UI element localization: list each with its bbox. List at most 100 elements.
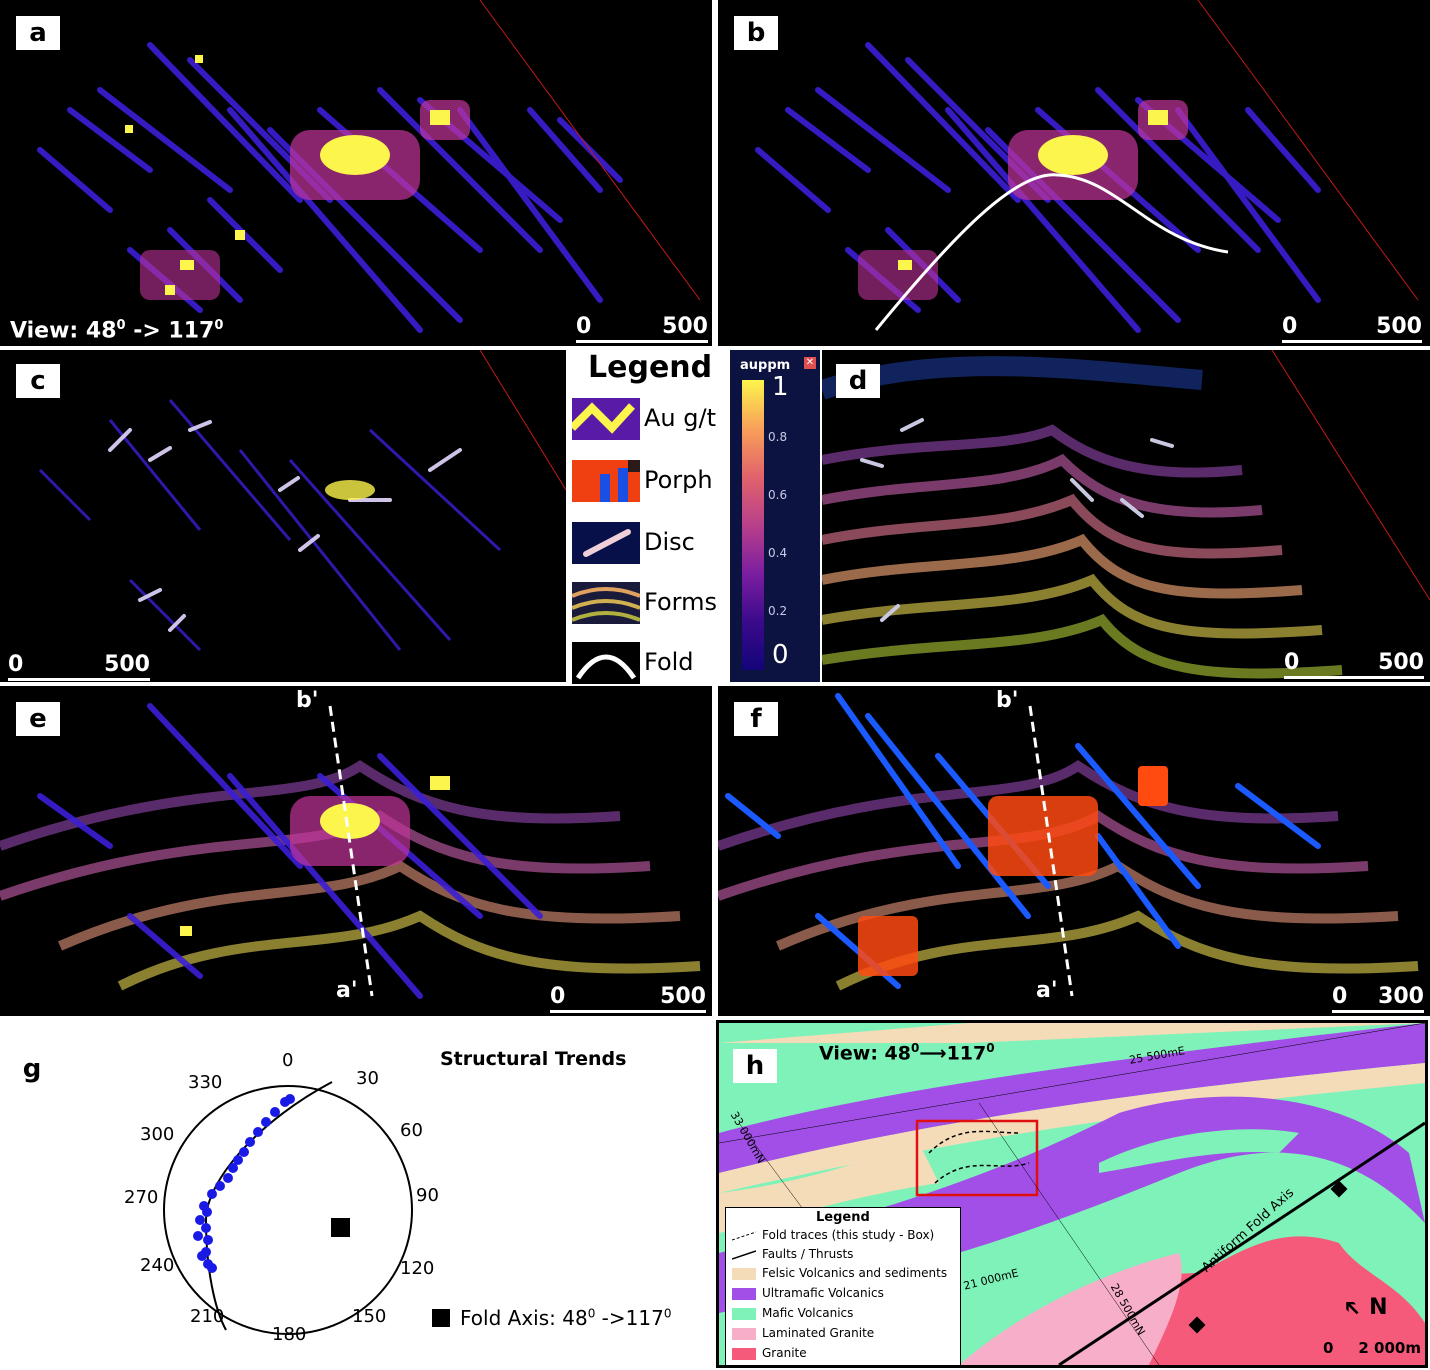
panel-e-tag: e xyxy=(16,702,60,736)
stereonet-label: 90 xyxy=(416,1185,439,1206)
map-legend-swatch xyxy=(732,1348,756,1360)
map-legend-item: Fold traces (this study - Box) xyxy=(732,1228,960,1244)
map-view-arrow: ⟶117 xyxy=(919,1042,987,1065)
colorbar: auppm ✕ 1 0.8 0.6 0.4 0.2 0 xyxy=(730,350,820,682)
scale-start: 0 xyxy=(550,984,566,1009)
stereonet xyxy=(163,1081,413,1335)
stereonet-label: 240 xyxy=(140,1255,175,1276)
colorbar-tick: 0.6 xyxy=(768,488,788,502)
legend-title: Legend xyxy=(588,350,713,385)
fold-trace xyxy=(874,173,1229,331)
scale-bar: 0 500 xyxy=(576,314,708,343)
legend-label: Forms xyxy=(644,588,717,616)
disc-swatch xyxy=(572,522,640,564)
legend-label: Au g/t xyxy=(644,404,716,432)
panel-d-tag: d xyxy=(836,364,880,398)
stereonet-label: 30 xyxy=(356,1068,379,1089)
fold-axis-arrow: ->117 xyxy=(595,1306,664,1330)
map-legend: Legend Fold traces (this study - Box) Fa… xyxy=(725,1207,961,1365)
scale-end: 500 xyxy=(660,984,706,1009)
scale-end: 2 000m xyxy=(1358,1339,1421,1357)
scale-bar: 0 500 xyxy=(550,984,706,1013)
panel-f-overlay xyxy=(718,693,1419,997)
map-legend-label: Fold traces (this study - Box) xyxy=(762,1228,935,1242)
panel-a: a View: 480 -> 1170 0 500 xyxy=(0,0,712,346)
colorbar-tick: 0.2 xyxy=(768,604,788,618)
map-view-text: View: 48 xyxy=(819,1042,911,1065)
view-text: View: 48 xyxy=(10,318,117,344)
scale-start: 0 xyxy=(1282,314,1298,339)
fold-axis-label: Fold Axis: 480 ->1170 xyxy=(432,1306,671,1330)
section-top-label: b' xyxy=(996,688,1019,713)
view-label: View: 480 -> 1170 xyxy=(10,318,223,343)
section-line xyxy=(1028,705,1074,997)
legend-item-fold: Fold xyxy=(572,642,728,686)
panel-c: c 0 500 xyxy=(0,350,566,682)
scale-bar: 0 300 xyxy=(1332,984,1424,1013)
map-legend-swatch xyxy=(732,1288,756,1300)
map-legend-swatch xyxy=(732,1308,756,1320)
panel-e: e b' a' 0 500 xyxy=(0,686,712,1016)
map-legend-label: Ultramafic Volcanics xyxy=(762,1286,884,1300)
scale-bar: 0 500 xyxy=(8,652,150,681)
colorbar-min: 0 xyxy=(772,640,789,670)
map-legend-label: Faults / Thrusts xyxy=(762,1247,854,1261)
fault-line-icon xyxy=(732,1250,756,1260)
panel-d-forms xyxy=(822,350,1430,679)
panel-b-tag: b xyxy=(734,16,778,50)
fold-axis-sup: 0 xyxy=(587,1306,596,1321)
view-sup: 0 xyxy=(116,318,126,333)
close-icon[interactable]: ✕ xyxy=(804,357,816,369)
study-box xyxy=(915,1119,1039,1197)
fold-swatch xyxy=(572,642,640,684)
panel-g-tag: g xyxy=(22,1054,42,1084)
map-legend-label: Mafic Volcanics xyxy=(762,1306,854,1320)
forms-swatch xyxy=(572,582,640,624)
scale-start: 0 xyxy=(1284,650,1300,675)
colorbar-title: auppm xyxy=(740,358,791,373)
colorbar-gradient xyxy=(742,380,764,670)
map-legend-item: Mafic Volcanics xyxy=(732,1306,960,1322)
map-legend-label: Felsic Volcanics and sediments xyxy=(762,1266,948,1280)
panel-e-overlay xyxy=(0,703,701,999)
stereonet-label: 270 xyxy=(124,1187,159,1208)
map-view-label: View: 480⟶1170 xyxy=(819,1041,995,1064)
scale-bar: 0 500 xyxy=(1282,314,1422,343)
map-legend-item: Faults / Thrusts xyxy=(732,1247,960,1263)
panel-c-discs xyxy=(38,350,566,652)
fold-axis-text: Fold Axis: 48 xyxy=(460,1306,588,1330)
map-legend-label: Granite xyxy=(762,1346,807,1360)
panel-h-tag: h xyxy=(733,1049,777,1083)
stereonet-label: 120 xyxy=(400,1258,435,1279)
au-swatch xyxy=(572,398,640,440)
colorbar-max: 1 xyxy=(772,372,789,402)
section-line xyxy=(328,705,374,997)
colorbar-tick: 0.4 xyxy=(768,546,788,560)
fold-axis-sup2: 0 xyxy=(663,1306,672,1321)
stereonet-label: 0 xyxy=(282,1050,294,1071)
scale-start: 0 xyxy=(8,652,24,677)
antiform-fold-axis xyxy=(1058,1121,1425,1365)
legend-label: Fold xyxy=(644,648,694,676)
stereonet-label: 150 xyxy=(352,1306,387,1327)
scale-start: 0 xyxy=(1323,1339,1334,1357)
dashed-line-icon xyxy=(732,1231,756,1241)
map-legend-item: Ultramafic Volcanics xyxy=(732,1286,960,1302)
map-legend-title: Legend xyxy=(816,1210,870,1225)
colorbar-tick: 0.8 xyxy=(768,430,788,444)
legend-item-au: Au g/t xyxy=(572,398,728,442)
map-legend-item: Granite xyxy=(732,1346,960,1362)
panel-h-map: h View: 480⟶1170 25 500mE 33 000mN 21 00… xyxy=(716,1020,1428,1368)
scale-end: 500 xyxy=(1376,314,1422,339)
stereonet-title: Structural Trends xyxy=(440,1048,627,1070)
legend: Legend Au g/t Porph Disc Forms Fold xyxy=(568,348,728,684)
porph-swatch xyxy=(572,460,640,502)
scale-end: 500 xyxy=(662,314,708,339)
legend-item-disc: Disc xyxy=(572,522,728,566)
panel-a-drillholes xyxy=(37,0,701,333)
panel-b-drillholes xyxy=(755,0,1419,333)
legend-item-forms: Forms xyxy=(572,582,728,626)
fold-axis-marker xyxy=(331,1218,350,1237)
scale-end: 500 xyxy=(104,652,150,677)
north-label: N xyxy=(1369,1295,1388,1320)
